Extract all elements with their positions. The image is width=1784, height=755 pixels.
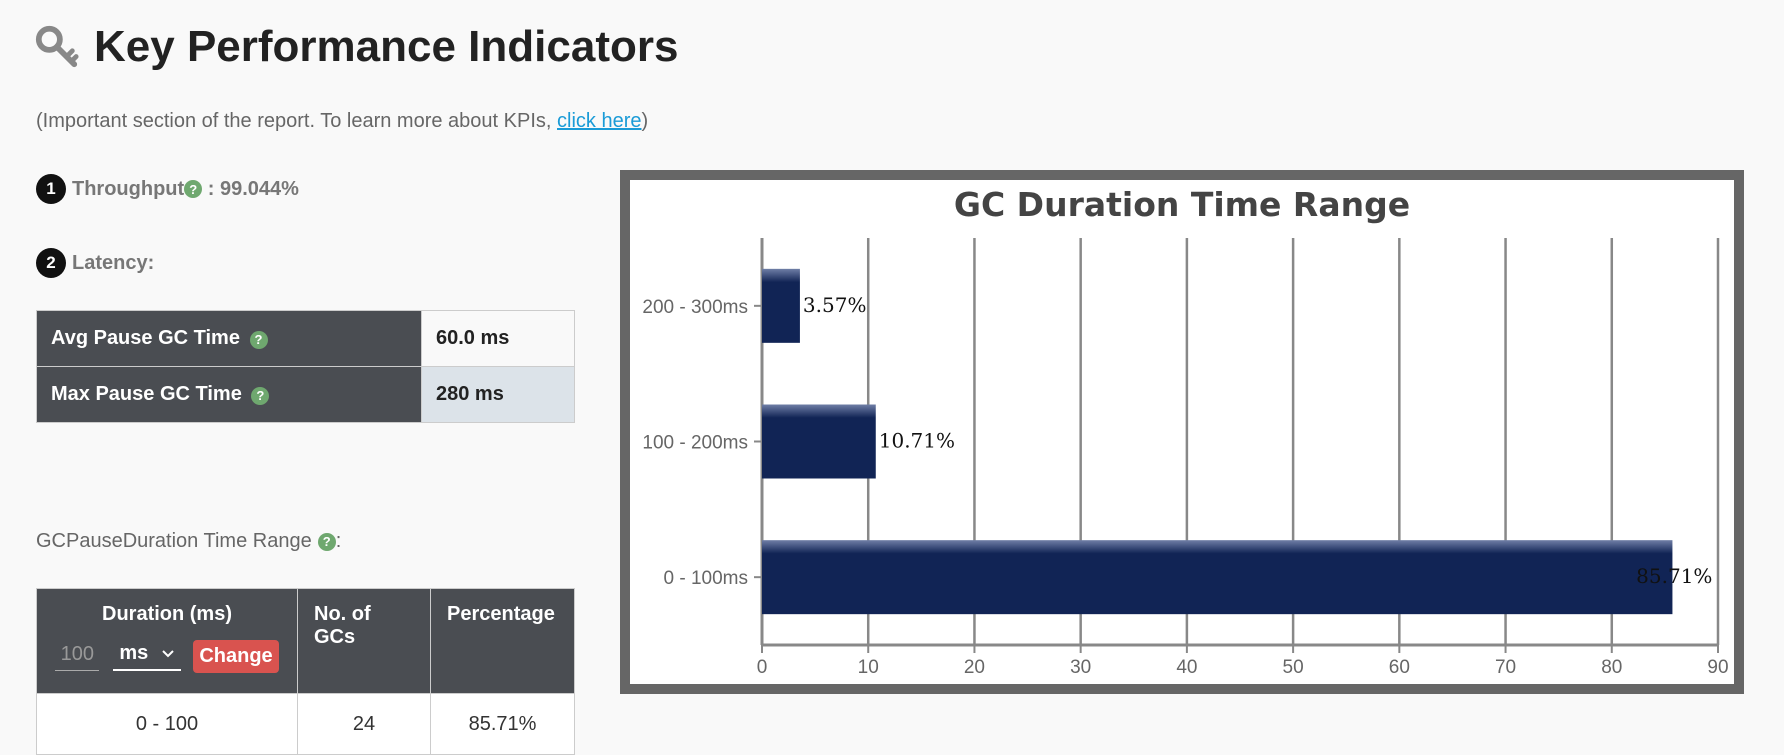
gc-count-header: No. of GCs xyxy=(297,588,431,694)
chart-title: GC Duration Time Range xyxy=(954,185,1410,224)
help-icon[interactable]: ? xyxy=(317,532,336,551)
kpi-subtitle: (Important section of the report. To lea… xyxy=(36,110,648,133)
chevron-down-icon xyxy=(162,649,175,657)
number-badge-1: 1 xyxy=(36,174,66,204)
table-header-row: Duration (ms) 100 ms Change No. of GCs P… xyxy=(36,588,575,694)
latency-table: Avg Pause GC Time ? 60.0 ms Max Pause GC… xyxy=(36,310,575,423)
range-size-input[interactable]: 100 xyxy=(55,643,100,671)
max-pause-label-cell: Max Pause GC Time ? xyxy=(36,366,422,423)
data-label: 85.71% xyxy=(1636,564,1712,588)
throughput-value: 99.044% xyxy=(219,177,299,200)
help-icon[interactable]: ? xyxy=(184,180,203,198)
throughput-separator: : xyxy=(202,177,220,200)
help-icon[interactable]: ? xyxy=(251,386,270,405)
unit-select[interactable]: ms xyxy=(113,642,182,671)
latency-row: 2 Latency: xyxy=(36,248,154,278)
max-pause-label: Max Pause GC Time xyxy=(51,383,242,405)
duration-header-label: Duration (ms) xyxy=(102,603,232,625)
table-row: Max Pause GC Time ? 280 ms xyxy=(36,366,575,423)
x-tick-label: 80 xyxy=(1601,657,1622,678)
subtitle-close: ) xyxy=(641,110,649,132)
kpi-header: Key Performance Indicators xyxy=(34,22,678,72)
max-pause-value: 280 ms xyxy=(421,366,575,423)
throughput-label: Throughput xyxy=(72,177,185,200)
x-tick-label: 40 xyxy=(1176,657,1197,678)
pause-range-table: Duration (ms) 100 ms Change No. of GCs P… xyxy=(36,588,575,755)
percentage-cell: 85.71% xyxy=(430,693,575,755)
x-tick-label: 10 xyxy=(858,657,879,678)
duration-cell: 0 - 100 xyxy=(36,693,298,755)
latency-label: Latency: xyxy=(72,251,155,274)
range-controls: 100 ms Change xyxy=(53,640,281,673)
x-tick-label: 60 xyxy=(1389,657,1410,678)
pause-range-label: GCPauseDuration Time Range xyxy=(36,530,312,552)
y-tick-label: 0 - 100ms xyxy=(664,568,748,589)
duration-header: Duration (ms) 100 ms Change xyxy=(36,588,298,694)
table-row: Avg Pause GC Time ? 60.0 ms xyxy=(36,310,575,367)
avg-pause-label: Avg Pause GC Time xyxy=(51,327,240,349)
number-badge-2: 2 xyxy=(36,248,66,278)
x-tick-label: 90 xyxy=(1707,657,1728,678)
percentage-header: Percentage xyxy=(430,588,575,694)
learn-more-link[interactable]: click here xyxy=(557,110,642,132)
key-icon xyxy=(35,25,79,68)
x-tick-label: 0 xyxy=(757,657,768,678)
table-row: 0 - 100 24 85.71% xyxy=(36,693,575,755)
gc-count-cell: 24 xyxy=(297,693,431,755)
help-icon[interactable]: ? xyxy=(249,330,268,349)
y-tick-label: 200 - 300ms xyxy=(642,297,748,318)
avg-pause-label-cell: Avg Pause GC Time ? xyxy=(36,310,422,367)
x-tick-label: 20 xyxy=(964,657,985,678)
throughput-row: 1 Throughput ? : 99.044% xyxy=(36,174,299,204)
chart-bar xyxy=(762,268,800,343)
subtitle-text: (Important section of the report. To lea… xyxy=(36,110,558,132)
x-tick-label: 70 xyxy=(1495,657,1516,678)
data-label: 3.57% xyxy=(803,293,867,317)
pause-range-heading: GCPauseDuration Time Range ? : xyxy=(36,530,341,553)
gc-duration-chart: GC Duration Time Range 0 10 20 30 40 50 60 70 80 9… xyxy=(620,170,1744,694)
x-tick-label: 50 xyxy=(1283,657,1304,678)
page-title: Key Performance Indicators xyxy=(94,22,679,71)
y-tick-label: 100 - 200ms xyxy=(642,433,748,454)
pause-range-colon: : xyxy=(335,530,342,552)
avg-pause-value: 60.0 ms xyxy=(421,310,575,367)
unit-select-value: ms xyxy=(119,642,149,664)
data-label: 10.71% xyxy=(879,429,955,453)
change-button[interactable]: Change xyxy=(193,640,279,673)
chart-svg: GC Duration Time Range 0 10 20 30 40 50 60 70 80 9… xyxy=(642,185,1728,678)
x-tick-label: 30 xyxy=(1070,657,1091,678)
chart-bar xyxy=(762,404,876,479)
chart-bar xyxy=(762,540,1673,615)
